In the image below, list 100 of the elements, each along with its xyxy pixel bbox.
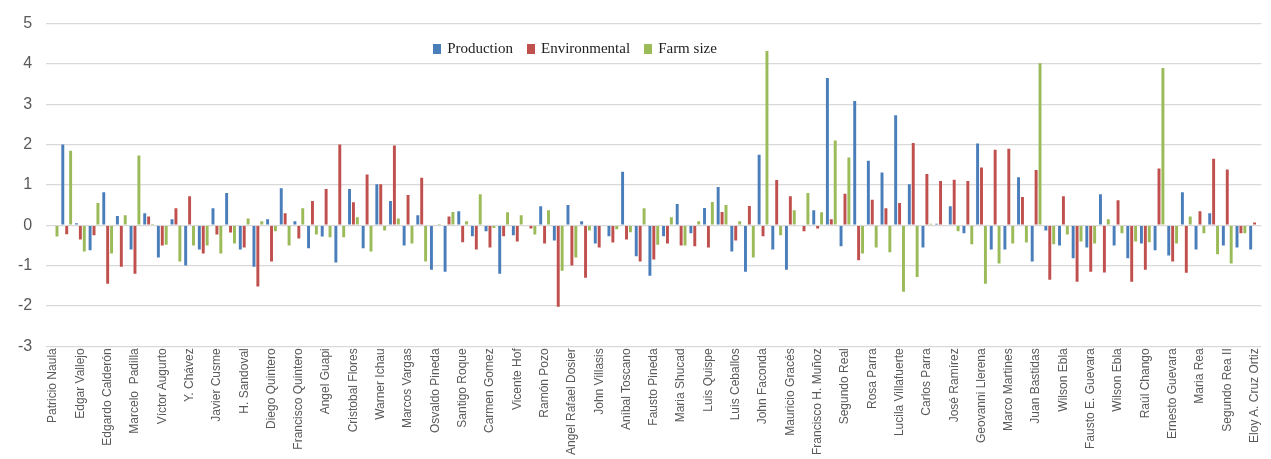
bar <box>129 225 133 250</box>
bar <box>511 225 515 236</box>
bar <box>205 225 209 246</box>
x-tick-label: John Villasis <box>591 348 606 415</box>
bar <box>1188 216 1192 225</box>
bar <box>662 225 666 237</box>
x-tick-label: Geovanni Llerena <box>973 347 988 444</box>
bar <box>443 225 447 272</box>
bar <box>1126 225 1130 259</box>
x-tick-label: Vicente Hof <box>509 347 524 411</box>
bar <box>734 225 738 241</box>
bar <box>1229 225 1233 264</box>
x-tick-label: Eloy A. Cruz Ortiz <box>1246 348 1261 443</box>
bar <box>256 225 260 287</box>
bar <box>580 221 584 225</box>
bar <box>847 157 851 225</box>
bar <box>246 218 250 225</box>
bar <box>424 225 428 262</box>
bar <box>320 225 324 237</box>
bar <box>96 203 100 225</box>
bar <box>1134 225 1138 242</box>
x-tick-label: Marcelo Padilla <box>127 347 142 434</box>
bar <box>642 208 646 225</box>
bar <box>539 206 543 225</box>
y-tick-label: 0 <box>23 215 33 233</box>
bar <box>812 210 816 225</box>
bar <box>1175 225 1179 244</box>
x-tick-label: Ramón Pozo <box>536 347 551 418</box>
bar <box>997 225 1001 264</box>
bar <box>1093 225 1097 244</box>
bar <box>976 143 980 225</box>
bar <box>628 225 632 233</box>
bar <box>1061 196 1065 225</box>
bar <box>915 225 919 277</box>
bar <box>751 225 755 258</box>
x-tick-label: Warner Ichau <box>373 348 388 420</box>
bar <box>1171 225 1175 262</box>
x-tick-label: Ernesto Guevara <box>1164 347 1179 439</box>
bar <box>1044 225 1048 231</box>
x-tick-label: Carlos Parra <box>919 347 934 416</box>
bar <box>178 225 182 262</box>
bar <box>252 225 256 267</box>
bar <box>993 149 997 225</box>
x-tick-label: Marco Martines <box>1001 348 1016 431</box>
bar <box>806 193 810 225</box>
bar <box>720 211 724 225</box>
bar <box>1216 225 1219 255</box>
bar <box>1167 225 1171 256</box>
bar <box>744 225 747 272</box>
bar <box>543 225 547 244</box>
bar <box>638 225 642 262</box>
bar <box>730 225 734 252</box>
bar <box>110 225 114 254</box>
bar <box>1184 225 1188 273</box>
bar <box>461 225 465 243</box>
bar <box>1065 225 1069 235</box>
x-tick-label: Mauricio Gracés <box>782 348 797 436</box>
x-tick-label: Fausto Pineda <box>646 347 661 426</box>
bar <box>184 225 188 266</box>
bar <box>273 225 277 232</box>
bar <box>348 188 351 225</box>
bar <box>115 216 119 225</box>
bar <box>833 140 837 225</box>
bar <box>1130 225 1134 282</box>
bar <box>816 225 820 229</box>
x-tick-label: Luis Ceballos <box>728 348 743 421</box>
bar <box>853 101 857 225</box>
bar <box>119 225 123 267</box>
bar <box>123 215 127 225</box>
x-tick-label: Edgardo Calderón <box>99 348 114 446</box>
bar <box>669 217 673 225</box>
bar <box>229 225 233 233</box>
y-tick-label: -2 <box>17 296 33 314</box>
bar <box>143 213 147 225</box>
bar <box>634 225 638 257</box>
x-tick-label: Osvaldo Pineda <box>427 347 442 434</box>
bar <box>478 194 482 225</box>
x-tick-label: Edgar Vallejo <box>72 347 87 419</box>
bar <box>383 225 387 231</box>
bar <box>839 225 843 247</box>
bar <box>843 193 847 225</box>
bar <box>192 225 195 246</box>
bar <box>389 201 392 225</box>
x-tick-label: Raúl Chango <box>1137 347 1152 419</box>
bar <box>1099 194 1102 225</box>
bar <box>102 192 106 225</box>
bar <box>147 216 151 225</box>
bar <box>69 150 73 225</box>
bar <box>820 212 824 225</box>
x-tick-label: Francisco Quintero <box>291 347 306 450</box>
bar <box>625 225 628 240</box>
bar <box>652 225 656 260</box>
bar <box>1052 225 1056 245</box>
bar <box>515 225 519 242</box>
bar <box>989 225 993 250</box>
x-tick-label: Segundo Real <box>837 348 852 425</box>
bar <box>584 225 588 278</box>
bar <box>283 213 287 225</box>
bar <box>1058 225 1061 246</box>
bar <box>474 225 478 250</box>
